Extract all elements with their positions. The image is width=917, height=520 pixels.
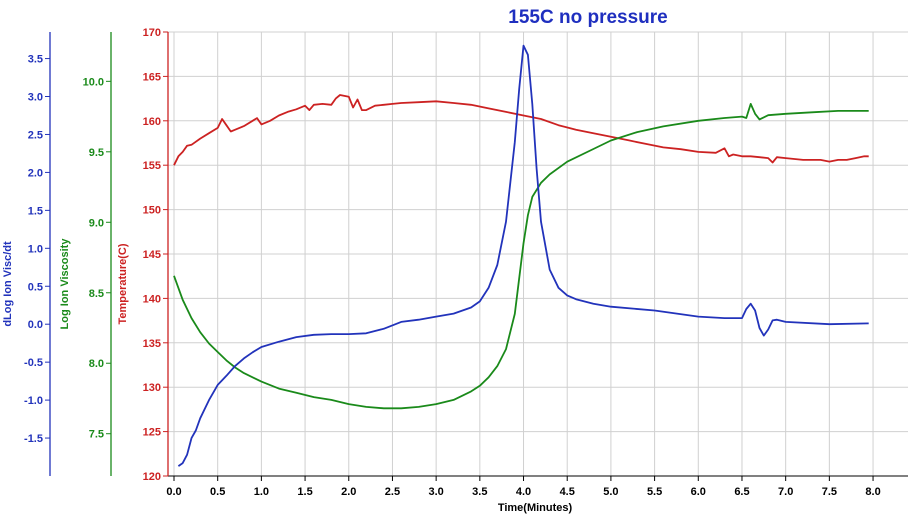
x-tick-label: 7.0	[778, 486, 793, 498]
series-lines	[173, 44, 869, 467]
dlog-tick-label: -0.5	[24, 357, 43, 369]
x-tick-label: 1.5	[297, 486, 312, 498]
temp-tick-label: 160	[143, 116, 161, 128]
logvisc-tick-label: 7.5	[89, 429, 104, 441]
dlog-tick-label: 1.0	[28, 243, 43, 255]
logvisc-tick-label: 10.0	[83, 76, 104, 88]
series-line-logvisc	[173, 103, 869, 410]
temp-tick-label: 125	[143, 427, 161, 439]
temp-tick-label: 170	[143, 27, 161, 39]
x-tick-label: 1.0	[254, 486, 269, 498]
x-tick-label: 4.5	[560, 486, 575, 498]
grid-lines	[168, 31, 908, 477]
logvisc-tick-label: 9.5	[89, 147, 104, 159]
x-tick-label: 0.0	[166, 486, 181, 498]
dlog-tick-label: 3.0	[28, 92, 43, 104]
temp-tick-label: 165	[143, 71, 161, 83]
logvisc-tick-label: 8.5	[89, 288, 104, 300]
x-tick-label: 2.0	[341, 486, 356, 498]
x-tick-label: 8.0	[865, 486, 880, 498]
dlog-tick-label: 0.0	[28, 319, 43, 331]
temp-axis-title: Temperature(C)	[117, 243, 129, 324]
x-tick-label: 7.5	[822, 486, 837, 498]
x-tick-label: 6.5	[734, 486, 749, 498]
x-axis-title: Time(Minutes)	[498, 502, 573, 514]
dlog-tick-label: -1.5	[24, 433, 43, 445]
temp-tick-label: 120	[143, 471, 161, 483]
x-tick-label: 6.0	[691, 486, 706, 498]
dlog-tick-label: -1.0	[24, 395, 43, 407]
temp-tick-label: 155	[143, 160, 161, 172]
x-tick-label: 2.5	[385, 486, 400, 498]
temp-tick-label: 145	[143, 249, 161, 261]
logvisc-axis-title: Log Ion Viscosity	[59, 238, 71, 330]
dlog-tick-label: 2.5	[28, 129, 43, 141]
chart-title: 155C no pressure	[508, 7, 667, 28]
series-line-dlog	[177, 44, 869, 467]
dlog-tick-label: 1.5	[28, 205, 43, 217]
dlog-tick-label: 3.5	[28, 54, 43, 66]
x-tick-label: 3.5	[472, 486, 487, 498]
logvisc-tick-label: 9.0	[89, 217, 104, 229]
temp-tick-label: 140	[143, 293, 161, 305]
temp-tick-label: 135	[143, 338, 161, 350]
x-tick-label: 5.0	[603, 486, 618, 498]
temp-tick-label: 150	[143, 205, 161, 217]
dlog-axis-title: dLog Ion Visc/dt	[2, 241, 14, 327]
x-tick-label: 3.0	[428, 486, 443, 498]
series-line-temp	[173, 94, 869, 166]
temp-tick-label: 130	[143, 382, 161, 394]
x-tick-label: 5.5	[647, 486, 662, 498]
x-tick-label: 0.5	[210, 486, 225, 498]
axes: 0.0 0.5 1.0 1.5 2.0 2.5 3.0 3.5 4.0 4.5 5.0 5.5 6.0 6…	[2, 27, 908, 498]
x-tick-label: 4.0	[516, 486, 531, 498]
dlog-tick-label: 0.5	[28, 281, 43, 293]
dlog-tick-label: 2.0	[28, 167, 43, 179]
logvisc-tick-label: 8.0	[89, 358, 104, 370]
